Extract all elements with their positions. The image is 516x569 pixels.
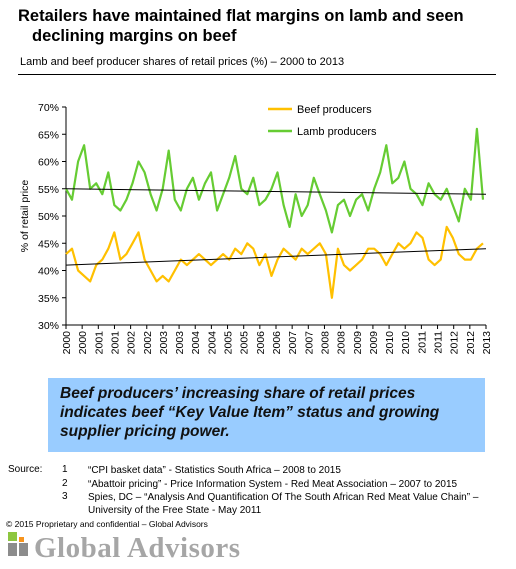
y-tick-label: 45% xyxy=(38,238,59,250)
x-tick-label: 2011 xyxy=(433,331,445,354)
y-axis-label: % of retail price xyxy=(19,180,31,253)
brand-name: Global Advisors xyxy=(34,532,241,564)
global-advisors-logo-icon xyxy=(8,532,28,556)
legend-label: Beef producers xyxy=(297,104,372,116)
x-tick-label: 2012 xyxy=(465,331,477,355)
source-number: 1 xyxy=(62,464,68,475)
copyright: © 2015 Proprietary and confidential – Gl… xyxy=(6,519,208,529)
title-line-2: declining margins on beef xyxy=(32,27,237,45)
source-number: 3 xyxy=(62,491,68,502)
source-text: “CPI basket data” - Statistics South Afr… xyxy=(88,465,341,476)
chart-title: Retailers have maintained flat margins o… xyxy=(18,6,488,46)
x-tick-label: 2009 xyxy=(352,331,364,355)
chart-subtitle: Lamb and beef producer shares of retail … xyxy=(20,56,345,68)
x-tick-label: 2012 xyxy=(449,331,461,355)
x-tick-label: 2007 xyxy=(287,331,299,355)
subtitle-divider xyxy=(18,74,496,75)
series-line-beef xyxy=(65,225,484,299)
x-tick-label: 2010 xyxy=(400,331,412,355)
x-tick-label: 2001 xyxy=(93,331,105,355)
trend-line xyxy=(65,248,487,266)
x-tick-label: 2006 xyxy=(255,331,267,355)
y-tick-label: 30% xyxy=(38,320,59,332)
y-tick-label: 50% xyxy=(38,211,59,223)
x-tick-label: 2002 xyxy=(142,331,154,355)
x-tick-label: 2008 xyxy=(336,331,348,355)
x-tick-label: 2007 xyxy=(303,331,315,355)
x-tick-label: 2013 xyxy=(481,331,493,355)
y-tick-label: 40% xyxy=(38,266,59,278)
x-tick-label: 2005 xyxy=(223,331,235,355)
x-tick-label: 2009 xyxy=(368,331,380,355)
x-tick-label: 2003 xyxy=(158,331,170,355)
x-tick-label: 2010 xyxy=(384,331,396,355)
source-text: “Abattoir pricing” - Price Information S… xyxy=(88,479,458,490)
y-tick-label: 70% xyxy=(38,102,59,114)
callout-box xyxy=(48,378,485,452)
y-tick-label: 60% xyxy=(38,157,59,169)
trend-line xyxy=(65,188,487,195)
y-tick-label: 35% xyxy=(38,293,59,305)
x-tick-label: 2008 xyxy=(319,331,331,355)
x-tick-label: 2003 xyxy=(174,331,186,355)
x-tick-label: 2000 xyxy=(61,331,73,355)
legend-label: Lamb producers xyxy=(297,126,377,138)
x-tick-label: 2004 xyxy=(190,331,202,355)
y-tick-label: 55% xyxy=(38,184,59,196)
x-tick-label: 2000 xyxy=(77,331,89,355)
title-line-1: Retailers have maintained flat margins o… xyxy=(18,7,464,25)
x-tick-label: 2005 xyxy=(239,331,251,355)
source-label: Source: xyxy=(8,464,43,475)
line-chart: 30% 35% 40% 45% 50% 55% 60% 65% 70% % of retail p… xyxy=(19,102,493,355)
x-tick-label: 2001 xyxy=(109,331,121,355)
source-number: 2 xyxy=(62,478,68,489)
x-tick-label: 2004 xyxy=(206,331,218,355)
x-tick-label: 2011 xyxy=(416,331,428,354)
callout-text: Beef producers’ increasing share of reta… xyxy=(60,385,440,440)
source-text: Spies, DC – “Analysis And Quantification… xyxy=(88,492,479,516)
x-tick-label: 2002 xyxy=(126,331,138,355)
series-line-lamb xyxy=(65,127,485,234)
y-tick-label: 65% xyxy=(38,129,59,141)
x-tick-label: 2006 xyxy=(271,331,283,355)
